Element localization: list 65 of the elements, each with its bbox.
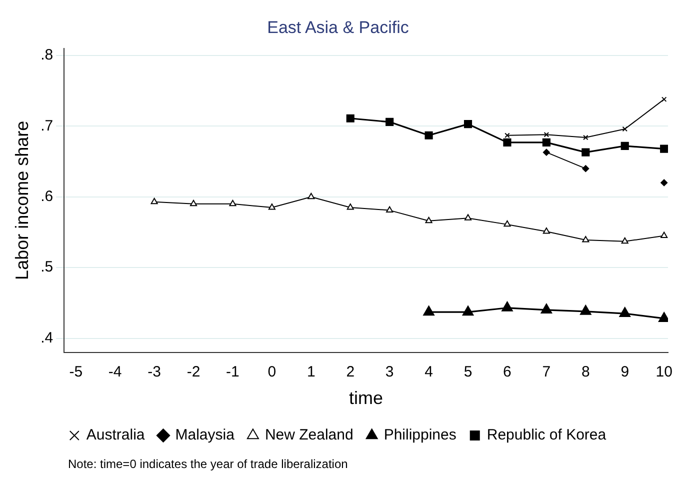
point	[580, 304, 592, 315]
point	[464, 214, 472, 220]
point	[504, 220, 511, 227]
legend-label: Australia	[86, 426, 146, 444]
x-tick-label: 9	[620, 364, 630, 381]
legend-label: Malaysia	[175, 426, 236, 444]
x-tick-label: 10	[656, 364, 672, 381]
point	[190, 200, 198, 206]
point	[544, 132, 550, 138]
point	[660, 144, 668, 153]
chart-title: East Asia & Pacific	[267, 18, 410, 37]
point	[582, 148, 590, 156]
x-tick-label: 1	[306, 364, 316, 381]
point	[346, 114, 354, 122]
point	[268, 203, 276, 210]
point	[622, 126, 628, 132]
x-tick-label: -1	[226, 364, 240, 381]
legend-label: Republic of Korea	[486, 426, 607, 444]
point	[620, 142, 629, 150]
x-tick-label: 6	[503, 364, 512, 381]
x-tick-label: 3	[385, 364, 394, 381]
point	[540, 303, 552, 314]
x-tick-label: 2	[346, 364, 355, 381]
point	[423, 306, 434, 316]
point	[582, 236, 590, 242]
x-tick-label: -4	[108, 364, 122, 381]
point	[619, 307, 631, 318]
point	[542, 148, 550, 156]
x-tick-label: 4	[424, 364, 433, 381]
point	[425, 216, 432, 224]
x-tick-label: -5	[69, 364, 83, 381]
legend-label: Philippines	[384, 426, 456, 444]
x-tick-label: -3	[148, 364, 161, 381]
y-tick-label: .6	[40, 188, 54, 206]
y-tick-label: .5	[40, 258, 54, 276]
point	[660, 232, 668, 238]
point	[424, 131, 433, 140]
x-tick-label: 7	[542, 364, 551, 381]
x-tick-label: 5	[464, 364, 472, 381]
point	[582, 165, 590, 172]
y-tick-label: .7	[40, 117, 54, 134]
point	[229, 200, 236, 206]
point	[462, 306, 474, 316]
point	[346, 203, 354, 210]
y-axis-title: Labor income share	[12, 120, 32, 280]
point	[386, 118, 394, 126]
point	[386, 206, 394, 213]
legend-label: New Zealand	[264, 426, 354, 444]
point	[542, 138, 550, 146]
point	[621, 237, 628, 244]
point	[660, 179, 668, 186]
point	[583, 134, 588, 140]
point	[464, 120, 472, 128]
x-tick-label: 8	[581, 364, 590, 381]
point	[308, 192, 315, 200]
x-tick-label: 0	[268, 364, 276, 381]
text: Note: time=0 indicates the year of trade liberalization	[68, 457, 349, 471]
x-axis-title: time	[349, 388, 384, 408]
y-tick-label: .8	[40, 46, 54, 64]
point	[150, 198, 158, 204]
point	[502, 301, 513, 312]
x-tick-label: -2	[186, 364, 200, 381]
y-tick-label: .4	[40, 329, 54, 346]
point	[542, 228, 550, 234]
point	[503, 138, 512, 146]
